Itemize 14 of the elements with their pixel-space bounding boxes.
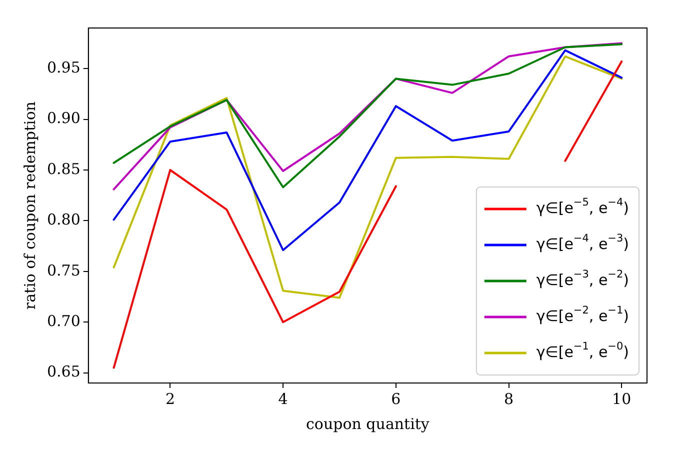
x-axis-title: coupon quantity bbox=[306, 414, 430, 433]
y-tick-label: 0.85 bbox=[46, 160, 80, 178]
y-tick-label: 0.70 bbox=[46, 312, 80, 330]
x-tick-label: 2 bbox=[165, 390, 175, 408]
x-tick-label: 10 bbox=[612, 390, 632, 408]
y-tick-label: 0.90 bbox=[46, 109, 80, 128]
y-tick-label: 0.75 bbox=[46, 261, 80, 280]
x-tick-label: 6 bbox=[391, 390, 401, 408]
y-tick-label: 0.95 bbox=[46, 58, 80, 76]
y-tick-label: 0.65 bbox=[46, 362, 80, 381]
x-tick-label: 8 bbox=[504, 390, 514, 408]
y-axis-title: ratio of coupon redemption bbox=[20, 101, 39, 310]
x-tick-label: 4 bbox=[278, 390, 288, 408]
y-tick-label: 0.80 bbox=[46, 210, 80, 229]
